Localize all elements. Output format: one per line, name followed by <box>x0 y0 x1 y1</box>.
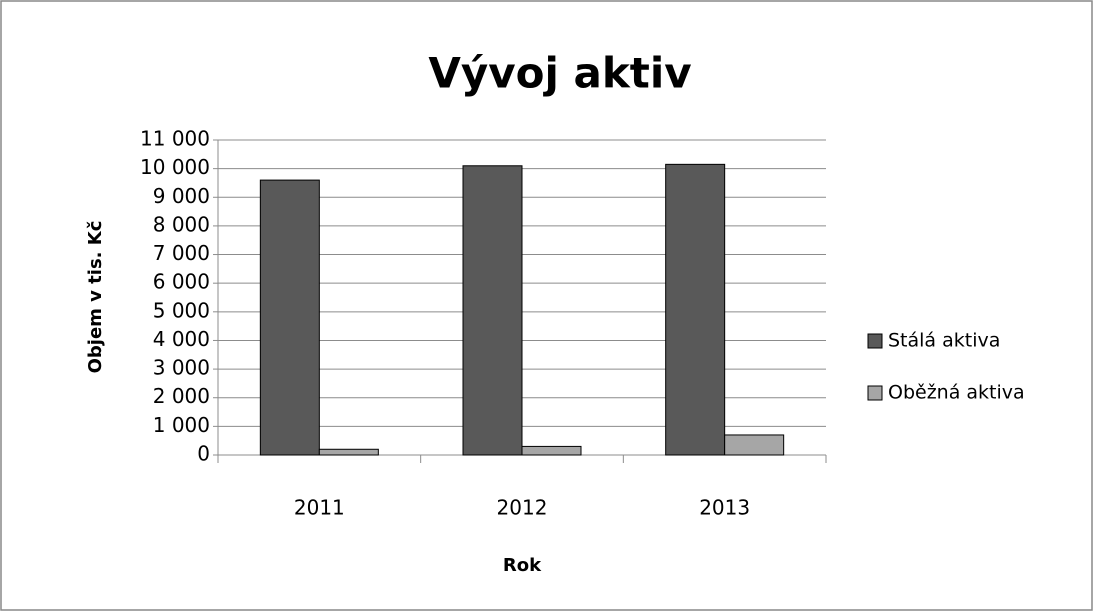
x-axis-label: Rok <box>503 555 542 576</box>
legend-swatch <box>867 333 883 349</box>
y-tick-label: 2 000 <box>153 384 210 408</box>
y-tick-label: 4 000 <box>153 327 210 351</box>
y-tick-label: 1 000 <box>153 413 210 437</box>
y-tick-label: 8 000 <box>153 212 210 236</box>
bar <box>665 163 726 456</box>
y-tick-label: 11 000 <box>140 127 210 151</box>
bar <box>724 434 785 456</box>
y-tick-label: 0 <box>197 442 210 466</box>
y-tick-label: 9 000 <box>153 184 210 208</box>
bar <box>259 179 320 456</box>
x-tick-label: 2012 <box>497 496 548 520</box>
x-tick-label: 2011 <box>294 496 345 520</box>
legend-label: Oběžná aktiva <box>888 382 1025 404</box>
y-tick-label: 5 000 <box>153 298 210 322</box>
y-axis-label: Objem v tis. Kč <box>85 221 106 374</box>
legend-label: Stálá aktiva <box>888 330 1000 352</box>
y-tick-label: 7 000 <box>153 241 210 265</box>
chart-title: Vývoj aktiv <box>428 49 691 98</box>
x-tick-label: 2013 <box>699 496 750 520</box>
bar <box>318 448 379 456</box>
y-tick-label: 6 000 <box>153 270 210 294</box>
y-tick-label: 3 000 <box>153 356 210 380</box>
bar <box>462 165 523 456</box>
y-tick-label: 10 000 <box>140 155 210 179</box>
bar <box>521 445 582 456</box>
legend-swatch <box>867 385 883 401</box>
